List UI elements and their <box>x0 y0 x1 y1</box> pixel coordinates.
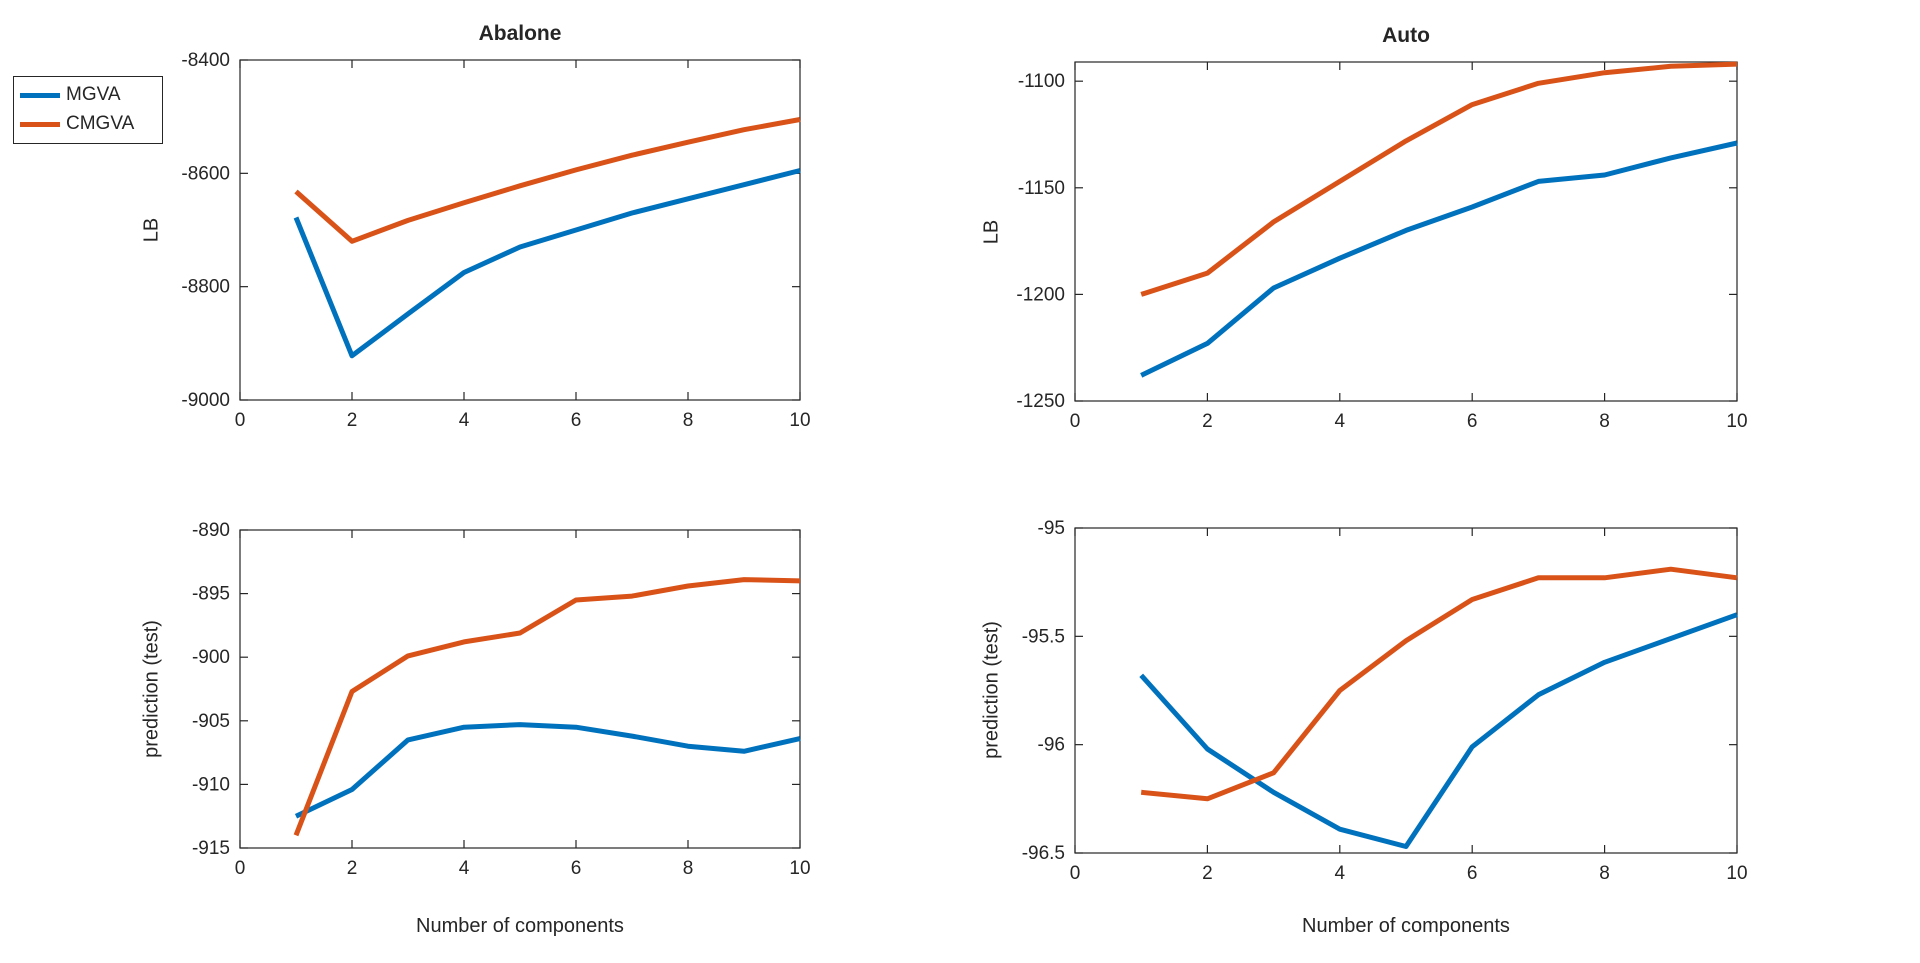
y-tick-label: -895 <box>192 584 230 605</box>
legend-item-cmgva: CMGVA <box>20 112 156 135</box>
x-tick-label: 10 <box>1726 863 1747 884</box>
x-tick-label: 2 <box>1202 863 1213 884</box>
y-tick-label: -1150 <box>1018 178 1065 199</box>
y-tick-label: -9000 <box>181 390 230 411</box>
x-tick-label: 10 <box>789 410 810 431</box>
y-tick-label: -890 <box>192 520 230 541</box>
x-tick-label: 2 <box>347 858 358 879</box>
series-line-cmgva-abalone-lb <box>294 117 801 244</box>
x-tick-label: 4 <box>1335 863 1346 884</box>
series-line-mgva-auto-prediction <box>1139 612 1738 849</box>
legend-label-cmgva: CMGVA <box>66 112 135 134</box>
legend-item-mgva: MGVA <box>20 84 156 106</box>
y-tick-label: -910 <box>192 774 230 795</box>
chart-abalone-lb: 0 2 4 6 8 10 -9000 -8800 -8600 -8400 <box>181 50 810 431</box>
chart-auto-lb: 0 2 4 6 8 10 -1250 -1200 -1150 -1100 <box>1016 61 1748 432</box>
series-line-mgva-auto-lb <box>1140 140 1738 378</box>
y-tick-label: -96.5 <box>1022 843 1065 864</box>
x-tick-label: 8 <box>1599 863 1610 884</box>
chart-abalone-prediction: 0 2 4 6 8 10 -915 -910 -905 -900 -895 -890 <box>192 520 811 879</box>
y-tick-label: -8600 <box>181 163 230 184</box>
x-tick-label: 0 <box>1070 411 1081 432</box>
y-tick-label: -905 <box>192 711 230 732</box>
legend-label-mgva: MGVA <box>66 84 121 105</box>
y-axis-label-abalone-lb: LB <box>140 217 163 243</box>
y-tick-label: -1250 <box>1016 391 1065 412</box>
y-axis-label-auto-prediction: prediction (test) <box>980 621 1003 759</box>
x-tick-label: 8 <box>683 410 694 431</box>
series-line-cmgva-auto-prediction <box>1140 566 1738 802</box>
series-line-cmgva-auto-lb <box>1140 61 1738 297</box>
x-tick-label: 8 <box>1599 411 1610 432</box>
y-tick-label: -900 <box>192 647 230 668</box>
chart-title-auto: Auto <box>1382 24 1430 47</box>
x-axis-label-abalone: Number of components <box>416 915 624 937</box>
x-axis-label-auto: Number of components <box>1302 915 1510 937</box>
y-tick-label: -95 <box>1038 518 1065 539</box>
x-tick-label: 6 <box>1467 411 1478 432</box>
y-tick-label: -915 <box>192 838 230 859</box>
y-axis-label-abalone-prediction: prediction (test) <box>140 620 163 758</box>
x-tick-label: 4 <box>1335 411 1346 432</box>
series-line-cmgva-abalone-prediction <box>293 577 801 837</box>
x-tick-label: 6 <box>1467 863 1478 884</box>
x-tick-label: 0 <box>235 410 246 431</box>
x-tick-label: 10 <box>1726 411 1747 432</box>
mgva-line-swatch <box>20 92 60 98</box>
x-tick-label: 10 <box>789 858 810 879</box>
x-tick-label: 0 <box>235 858 246 879</box>
x-tick-label: 6 <box>571 858 582 879</box>
axes-box-abalone-lb <box>239 59 801 401</box>
legend-box: MGVA CMGVA <box>13 76 163 144</box>
x-tick-label: 0 <box>1070 863 1081 884</box>
y-axis-label-auto-lb: LB <box>980 219 1003 245</box>
chart-title-abalone: Abalone <box>478 22 562 45</box>
y-tick-label: -96 <box>1038 735 1065 756</box>
y-tick-label: -95.5 <box>1022 626 1065 647</box>
cmgva-line-swatch <box>20 121 60 127</box>
x-tick-label: 2 <box>347 410 358 431</box>
series-line-mgva-abalone-prediction <box>294 722 801 819</box>
x-tick-label: 8 <box>683 858 694 879</box>
y-tick-label: -8400 <box>181 50 230 71</box>
x-tick-label: 4 <box>459 410 470 431</box>
axes-box-auto-lb <box>1074 61 1738 402</box>
series-line-mgva-abalone-lb <box>293 168 801 359</box>
axes-box-abalone-prediction <box>239 529 801 849</box>
chart-auto-prediction: 0 2 4 6 8 10 -96.5 -96 -95.5 -95 <box>1022 518 1748 884</box>
y-tick-label: -1200 <box>1016 284 1065 305</box>
y-tick-label: -1100 <box>1018 71 1065 92</box>
x-tick-label: 2 <box>1202 411 1213 432</box>
x-tick-label: 6 <box>571 410 582 431</box>
x-tick-label: 4 <box>459 858 470 879</box>
axes-box-auto-prediction <box>1074 527 1738 854</box>
y-tick-label: -8800 <box>181 277 230 298</box>
